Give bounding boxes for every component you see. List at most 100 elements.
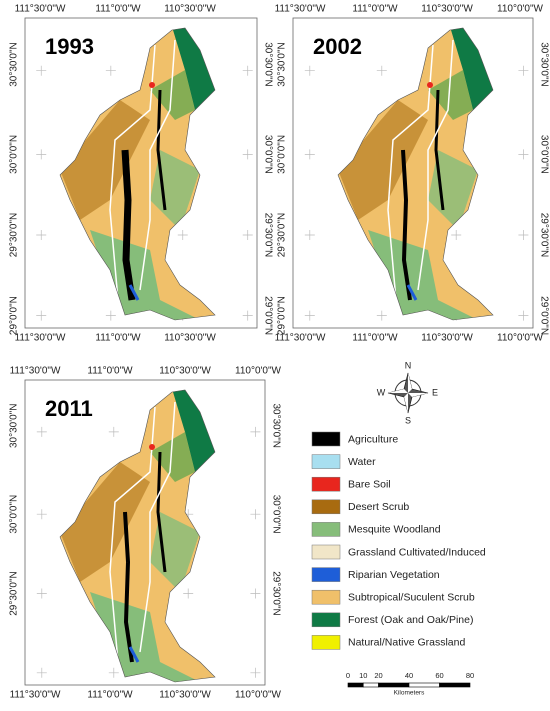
legend-swatch [311, 522, 341, 537]
lon-label: 110°30'0"W [421, 4, 473, 15]
lat-label: 29°30'0"N [9, 571, 20, 616]
agriculture [156, 89, 167, 211]
lon-label: 110°0'0"W [497, 4, 544, 15]
agriculture [123, 511, 134, 663]
lat-label: 29°30'0"N [262, 213, 273, 258]
agriculture [434, 89, 445, 211]
scale-tick-label: 20 [374, 671, 382, 680]
lon-label: 111°30'0"W [15, 4, 66, 15]
watershed-boundary [59, 27, 216, 321]
grid-cross [518, 310, 529, 321]
scale-segment [347, 682, 364, 688]
riparian [128, 284, 140, 301]
lat-label: 29°0'0"N [538, 296, 549, 335]
lon-label: 111°0'0"W [95, 4, 141, 15]
grid-cross [242, 149, 253, 160]
legend-label: Mesquite Woodland [348, 524, 441, 536]
legend-swatch [311, 612, 341, 628]
grid-cross [242, 65, 253, 76]
river-outline [387, 39, 454, 301]
legend-swatch [311, 431, 341, 447]
grid-cross [105, 310, 116, 321]
grid-cross [250, 509, 261, 520]
forest-light [150, 70, 195, 120]
legend-swatch [311, 589, 341, 605]
legend-label: Riparian Vegetation [348, 569, 440, 581]
lon-label: 111°30'0"W [10, 690, 61, 701]
lat-label: 30°30'0"N [262, 42, 273, 87]
legend-swatch [311, 567, 341, 582]
riparian [406, 284, 418, 301]
lat-label: 30°30'0"N [9, 404, 20, 449]
grid-cross [518, 230, 529, 240]
grid-cross [183, 588, 194, 599]
forest-light [150, 432, 195, 482]
lon-label: 110°30'0"W [164, 4, 216, 15]
scale-tick-label: 60 [435, 671, 443, 680]
lat-label: 30°0'0"N [262, 135, 273, 174]
scale-segment [378, 682, 410, 688]
lon-label: 111°30'0"W [15, 333, 66, 344]
grid-cross [250, 667, 261, 678]
agriculture [401, 149, 412, 301]
lon-label: 110°30'0"W [164, 333, 216, 344]
legend-swatch [311, 635, 341, 650]
lon-label: 111°30'0"W [10, 366, 61, 377]
lat-label: 29°0'0"N [262, 296, 273, 335]
forest [448, 28, 493, 110]
grid-cross [177, 230, 188, 240]
lat-label: 30°30'0"N [9, 42, 20, 87]
legend-label: Natural/Native Grassland [348, 637, 465, 649]
panel-title: 2002 [313, 34, 362, 59]
grid-cross [242, 230, 253, 240]
lon-label: 110°30'0"W [159, 690, 211, 701]
lat-label: 30°30'0"N [270, 404, 281, 449]
bare-soil [427, 82, 433, 88]
lon-label: 110°0'0"W [235, 366, 282, 377]
agriculture [121, 149, 136, 301]
grid-cross [242, 310, 253, 321]
lat-label: 30°0'0"N [538, 135, 549, 174]
grid-cross [36, 667, 47, 678]
watershed-boundary [59, 389, 216, 683]
legend-swatch [311, 544, 341, 560]
lon-label: 111°0'0"W [352, 333, 398, 344]
lon-label: 110°30'0"W [421, 333, 473, 344]
grid-cross [36, 65, 47, 76]
lat-label: 30°0'0"N [9, 135, 20, 174]
grid-cross [36, 149, 47, 160]
mesquite [428, 150, 478, 230]
lat-label: 30°30'0"N [277, 42, 288, 87]
grid-cross [250, 588, 261, 599]
lat-label: 29°0'0"N [9, 296, 20, 335]
mesquite [150, 512, 200, 592]
lat-label: 29°30'0"N [9, 213, 20, 258]
lon-label: 111°0'0"W [95, 333, 141, 344]
lat-label: 30°0'0"N [277, 135, 288, 174]
bare-soil [149, 82, 155, 88]
lat-label: 29°0'0"N [277, 296, 288, 335]
lat-label: 30°30'0"N [538, 42, 549, 87]
map-panel: 2011 111°30'0"W 111°30'0"W 111°0'0"W 111°0'0… [9, 366, 282, 701]
riparian [128, 646, 140, 663]
grid-cross [304, 65, 315, 76]
lat-label: 29°30'0"N [538, 213, 549, 258]
grid-cross [36, 310, 47, 321]
grid-cross [518, 65, 529, 76]
lat-label: 30°0'0"N [9, 495, 20, 534]
bare-soil [149, 444, 155, 450]
lon-label: 110°0'0"W [497, 333, 544, 344]
forest [170, 28, 215, 110]
map-panel: 2002 111°30'0"W 111°30'0"W 111°0'0"W 111°0'0… [275, 4, 550, 344]
legend-label: Water [348, 456, 376, 468]
grid-cross [108, 667, 119, 678]
grid-cross [376, 65, 387, 76]
lat-label: 29°30'0"N [277, 213, 288, 258]
lon-label: 110°0'0"W [235, 690, 282, 701]
legend-swatch [311, 454, 341, 469]
lon-label: 111°30'0"W [275, 4, 326, 15]
legend-label: Subtropical/Suculent Scrub [348, 591, 475, 603]
grid-cross [304, 149, 315, 160]
compass-s: S [405, 415, 411, 425]
scale-tick-label: 40 [405, 671, 413, 680]
